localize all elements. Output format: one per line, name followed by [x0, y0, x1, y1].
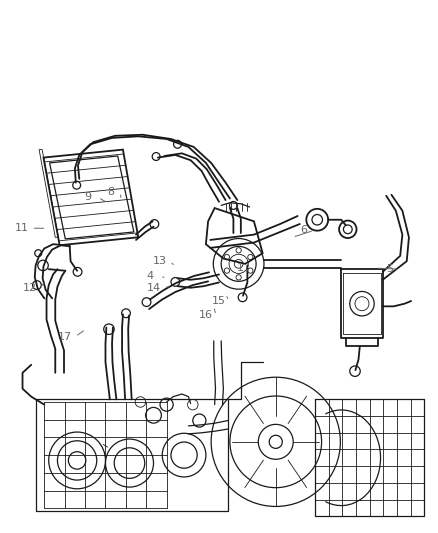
Text: 12: 12: [23, 282, 37, 293]
Text: 1: 1: [237, 263, 244, 272]
Text: 4: 4: [146, 271, 154, 281]
Text: 8: 8: [107, 187, 114, 197]
Text: 5: 5: [386, 264, 393, 274]
Text: 15: 15: [212, 296, 226, 306]
Text: 6: 6: [300, 225, 307, 236]
Text: 9: 9: [85, 192, 92, 203]
Text: 16: 16: [199, 310, 213, 320]
Text: 14: 14: [146, 282, 161, 293]
Text: 13: 13: [153, 256, 167, 266]
Text: 17: 17: [58, 332, 72, 342]
Text: 11: 11: [14, 223, 28, 233]
